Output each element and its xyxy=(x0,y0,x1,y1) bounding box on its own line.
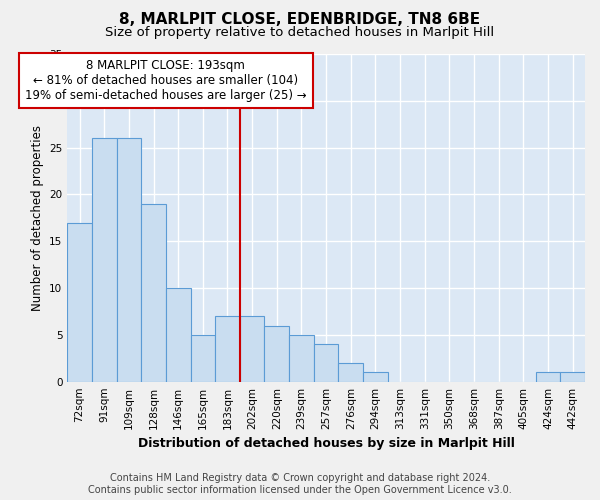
Text: 8, MARLPIT CLOSE, EDENBRIDGE, TN8 6BE: 8, MARLPIT CLOSE, EDENBRIDGE, TN8 6BE xyxy=(119,12,481,28)
Bar xyxy=(560,372,585,382)
Bar xyxy=(265,326,289,382)
Bar xyxy=(166,288,191,382)
Bar xyxy=(363,372,388,382)
Bar xyxy=(116,138,141,382)
Text: Size of property relative to detached houses in Marlpit Hill: Size of property relative to detached ho… xyxy=(106,26,494,39)
Y-axis label: Number of detached properties: Number of detached properties xyxy=(31,125,44,311)
Bar xyxy=(67,222,92,382)
Bar xyxy=(314,344,338,382)
X-axis label: Distribution of detached houses by size in Marlpit Hill: Distribution of detached houses by size … xyxy=(137,437,515,450)
Bar xyxy=(92,138,116,382)
Bar xyxy=(289,335,314,382)
Bar xyxy=(141,204,166,382)
Bar xyxy=(191,335,215,382)
Text: Contains HM Land Registry data © Crown copyright and database right 2024.
Contai: Contains HM Land Registry data © Crown c… xyxy=(88,474,512,495)
Bar xyxy=(338,363,363,382)
Text: 8 MARLPIT CLOSE: 193sqm
← 81% of detached houses are smaller (104)
19% of semi-d: 8 MARLPIT CLOSE: 193sqm ← 81% of detache… xyxy=(25,58,307,102)
Bar xyxy=(536,372,560,382)
Bar xyxy=(240,316,265,382)
Bar xyxy=(215,316,240,382)
